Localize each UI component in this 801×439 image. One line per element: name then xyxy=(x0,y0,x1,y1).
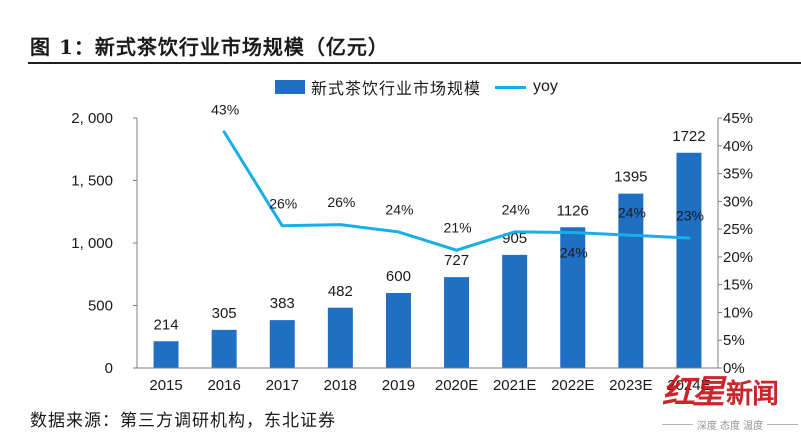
x-tick-label-2020e: 2020E xyxy=(435,377,478,394)
yoy-label-2021e: 24% xyxy=(502,201,530,217)
x-tick-label-2024e: 2024E xyxy=(667,377,710,394)
y-left-tick-label-2000: 2, 000 xyxy=(71,110,113,127)
y-left-tick-label-0: 0 xyxy=(105,360,113,377)
bar-2023e xyxy=(618,193,644,369)
legend-bar-swatch xyxy=(275,80,305,94)
yoy-labels: 43% 26% 26% 24% 21% 24% 24% 24% 23% xyxy=(211,101,704,260)
x-tick-label-2021e: 2021E xyxy=(493,377,536,394)
y-right-tick-label-40pct: 40% xyxy=(723,138,753,155)
bar-series xyxy=(153,152,702,369)
yoy-label-2018: 26% xyxy=(327,194,355,210)
yoy-label-2020e: 21% xyxy=(444,220,472,236)
bar-2018 xyxy=(327,307,353,368)
x-tick-label-2017: 2017 xyxy=(266,377,299,394)
yoy-label-2022e: 24% xyxy=(560,244,588,260)
y-left-tick-label-500: 500 xyxy=(88,298,113,315)
y-right-tick-label-35pct: 35% xyxy=(723,166,753,183)
y-right-tick-label-5pct: 5% xyxy=(723,332,745,349)
yoy-label-2023e: 24% xyxy=(618,205,646,221)
watermark-rule-left xyxy=(662,423,693,425)
watermark-wordmark: 红星 新闻 xyxy=(662,370,798,412)
bar-2024e xyxy=(676,152,702,368)
y-right-tick-label-15pct: 15% xyxy=(723,277,753,294)
watermark-logo: 红星 新闻 深度 态度 温度 xyxy=(662,370,799,434)
bar-2021e xyxy=(502,254,528,369)
x-tick-label-2016: 2016 xyxy=(207,377,240,394)
x-tick-label-2015: 2015 xyxy=(149,377,182,394)
axes: 0 500 1, 000 1, 500 2, 000 0% 5% 10% 15% 20% 25% 30… xyxy=(71,110,753,394)
title-rule xyxy=(28,62,801,64)
bar-value-label-2016: 305 xyxy=(212,305,237,322)
bar-value-label-2019: 600 xyxy=(386,268,411,285)
figure-title: 图 1：新式茶饮行业市场规模（亿元） xyxy=(30,35,389,59)
watermark-tagline-text: 深度 态度 温度 xyxy=(696,420,764,432)
y-right-tick-label-20pct: 20% xyxy=(723,249,753,266)
y-right-tick-label-10pct: 10% xyxy=(723,304,753,321)
bar-value-label-2015: 214 xyxy=(154,316,179,333)
legend-label-yoy: yoy xyxy=(533,78,558,95)
y-right-tick-label-25pct: 25% xyxy=(723,221,753,238)
bar-2017 xyxy=(269,320,295,369)
watermark-rule-right xyxy=(767,423,799,425)
bar-2016 xyxy=(211,329,237,369)
yoy-label-2016: 43% xyxy=(211,101,239,117)
bar-2020e xyxy=(444,277,470,369)
yoy-label-2017: 26% xyxy=(269,195,297,211)
legend-label-market-size: 新式茶饮行业市场规模 xyxy=(311,79,482,98)
x-tick-label-2019: 2019 xyxy=(382,377,415,394)
y-left-tick-label-1500: 1, 500 xyxy=(71,173,113,190)
y-right-tick-label-30pct: 30% xyxy=(723,193,753,210)
bar-value-label-2020e: 727 xyxy=(444,252,469,269)
bar-value-label-2022e: 1126 xyxy=(557,202,589,219)
watermark-hongxing: 红星 xyxy=(662,372,725,411)
x-tick-label-2023e: 2023E xyxy=(609,377,652,394)
watermark-tagline: 深度 态度 温度 xyxy=(662,417,799,432)
bar-2019 xyxy=(385,293,411,368)
yoy-label-2024e: 23% xyxy=(676,208,704,224)
yoy-label-2019: 24% xyxy=(385,201,413,217)
y-left-tick-label-1000: 1, 000 xyxy=(71,235,113,252)
legend-line-swatch xyxy=(495,85,527,89)
y-right-tick-label-0pct: 0% xyxy=(723,360,745,377)
watermark-xinwen: 新闻 xyxy=(726,379,779,410)
bar-value-label-2018: 482 xyxy=(328,283,353,300)
bar-2022e xyxy=(560,227,586,368)
bar-value-label-2017: 383 xyxy=(270,295,295,312)
source-note: 数据来源：第三方调研机构，东北证券 xyxy=(30,411,336,431)
x-tick-label-2018: 2018 xyxy=(324,377,357,394)
legend: 新式茶饮行业市场规模 yoy xyxy=(275,76,558,98)
yoy-line xyxy=(222,130,691,252)
bar-value-label-2023e: 1395 xyxy=(614,169,647,186)
bar-2015 xyxy=(153,341,179,368)
x-tick-label-2022e: 2022E xyxy=(551,377,594,394)
bar-value-label-2024e: 1722 xyxy=(672,128,705,145)
y-right-tick-label-45pct: 45% xyxy=(723,110,753,127)
